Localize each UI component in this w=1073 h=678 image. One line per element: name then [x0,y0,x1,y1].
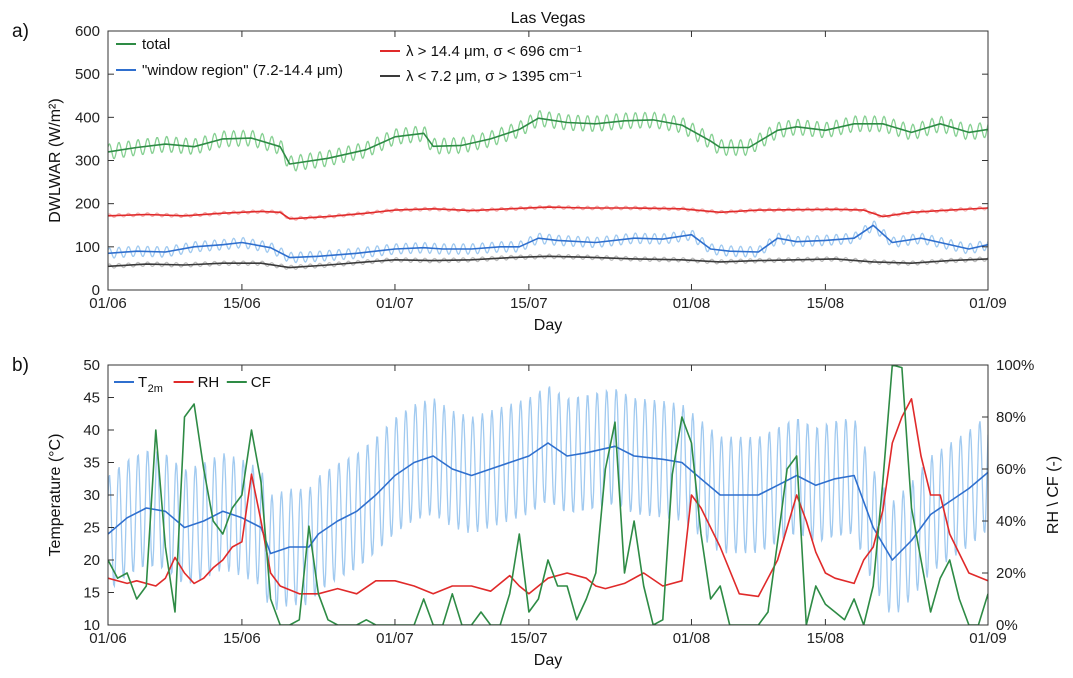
panel-a: a) Las Vegas 01/06 15/06 01/07 15/07 01/08 15/0… [12,10,1007,334]
series-raw-line [108,386,988,613]
y-right-tick-label: 60% [996,461,1026,478]
y-tick-label: 0 [92,282,100,299]
legend-label: CF [251,374,271,391]
x-tick-label: 15/07 [510,295,548,312]
series-line [108,365,988,625]
legend-label: λ < 7.2 μm, σ > 1395 cm⁻¹ [406,68,582,85]
y-axis-label: DWLWAR (W/m²) [47,98,64,222]
legend-label: λ > 14.4 μm, σ < 696 cm⁻¹ [406,43,582,60]
series-2 [108,204,988,221]
series-raw-line [108,220,988,264]
x-axis-label: Day [534,317,562,334]
legend-label: total [142,36,170,53]
series-line [108,255,988,269]
x-tick-label: 15/07 [510,630,548,647]
y-tick-label: 400 [75,109,100,126]
y-tick-label: 300 [75,153,100,170]
legend-label: T [138,374,147,391]
y-right-tick-label: 20% [996,565,1026,582]
series-1 [108,398,988,598]
series-1 [108,220,988,264]
y-tick-label: 45 [83,390,100,407]
y-right-tick-label: 0% [996,617,1018,634]
plot-area [108,365,988,625]
x-tick-label: 01/09 [969,295,1007,312]
y-right-axis-label: RH \ CF (-) [1045,456,1062,534]
x-tick-label: 01/08 [673,295,711,312]
x-tick-label: 15/06 [223,630,261,647]
y-axis-label: Temperature (°C) [47,434,64,557]
legend-label: RH [198,374,220,391]
y-tick-label: 10 [83,617,100,634]
y-tick-label: 15 [83,585,100,602]
y-tick-label: 40 [83,422,100,439]
y-tick-label: 35 [83,455,100,472]
y-right-tick-label: 40% [996,513,1026,530]
plot-area [108,109,988,270]
x-tick-label: 01/07 [376,630,414,647]
legend-label: "window region" (7.2-14.4 μm) [142,62,343,79]
y-tick-label: 100 [75,239,100,256]
series-line [108,117,988,165]
x-tick-label: 15/08 [807,630,845,647]
x-axis-label: Day [534,652,562,669]
y-tick-label: 25 [83,520,100,537]
legend: T 2m RH CF [114,374,271,395]
panel-label: a) [12,21,29,42]
y-tick-label: 20 [83,552,100,569]
x-tick-label: 01/06 [89,295,127,312]
y-tick-label: 50 [83,357,100,374]
series-0 [108,109,988,172]
x-tick-label: 01/07 [376,295,414,312]
x-tick-label: 15/08 [807,295,845,312]
y-right-tick-label: 80% [996,409,1026,426]
series-raw-line [108,109,988,172]
y-right-tick-label: 100% [996,357,1034,374]
x-tick-label: 15/06 [223,295,261,312]
series-0 [108,386,988,613]
y-tick-label: 600 [75,23,100,40]
series-line [108,442,988,561]
y-tick-label: 200 [75,196,100,213]
series-3 [108,253,988,270]
y-tick-label: 500 [75,66,100,83]
x-tick-label: 01/08 [673,630,711,647]
y-tick-label: 30 [83,487,100,504]
series-2 [108,365,988,625]
chart-title: Las Vegas [511,10,586,27]
legend: total "window region" (7.2-14.4 μm) λ > 14… [116,36,582,85]
x-tick-label: 01/09 [969,630,1007,647]
panel-label: b) [12,355,29,376]
series-line [108,206,988,220]
panel-b: b) 01/06 15/06 01/07 15/07 01/08 15/08 01/09 Day… [12,355,1062,669]
series-line [108,398,988,598]
x-tick-label: 01/06 [89,630,127,647]
series-line [108,224,988,259]
legend-label-subscript: 2m [148,383,163,395]
